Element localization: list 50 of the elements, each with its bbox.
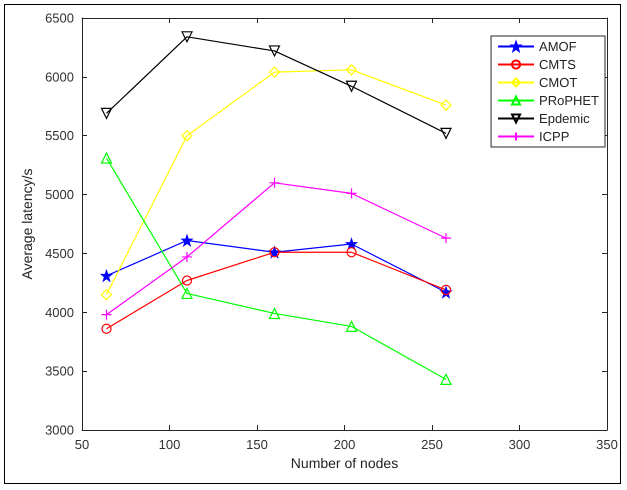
point [181, 234, 193, 246]
x-axis-title: Number of nodes [290, 454, 398, 471]
point [346, 188, 358, 199]
x-tick-label: 300 [508, 437, 530, 452]
legend-label: PRoPHET [539, 93, 600, 108]
point [346, 238, 358, 250]
y-tick-label: 3500 [45, 364, 74, 379]
point [101, 324, 112, 334]
point [268, 66, 280, 78]
x-tick-label: 200 [334, 437, 356, 452]
y-tick-label: 4000 [45, 304, 74, 320]
legend-label: CMOT [539, 75, 578, 90]
point [100, 289, 112, 300]
point [100, 270, 112, 282]
point [268, 45, 280, 57]
point [100, 108, 112, 119]
x-tick-label: 250 [421, 437, 443, 452]
point [181, 130, 193, 142]
x-tick-label: 150 [246, 437, 268, 452]
y-tick-label: 5500 [45, 128, 74, 144]
y-axis-title: Average latency/s [19, 168, 36, 280]
point [440, 284, 452, 296]
x-tick-label: 50 [74, 437, 90, 452]
point [181, 31, 193, 42]
y-tick-label: 5000 [45, 187, 74, 202]
point [268, 308, 280, 320]
point [268, 177, 280, 188]
point [440, 232, 452, 244]
point [181, 288, 193, 300]
point [346, 320, 358, 332]
y-tick-label: 4500 [45, 246, 74, 261]
point [346, 64, 358, 76]
legend-label: AMOF [539, 39, 577, 54]
point [100, 152, 112, 164]
legend-label: CMTS [539, 57, 576, 72]
point [346, 247, 357, 258]
point [181, 251, 193, 263]
point [182, 275, 192, 286]
x-tick-label: 100 [158, 437, 180, 452]
legend-label: ICPP [539, 129, 570, 144]
legend-label: Epdemic [539, 111, 590, 126]
point [440, 374, 452, 385]
y-tick-label: 6500 [45, 10, 74, 26]
point [440, 100, 452, 111]
y-tick-label: 6000 [45, 69, 74, 84]
point [100, 309, 112, 320]
point [346, 80, 358, 92]
x-tick-label: 350 [596, 437, 618, 452]
y-tick-label: 3000 [45, 422, 74, 438]
point [440, 128, 452, 139]
